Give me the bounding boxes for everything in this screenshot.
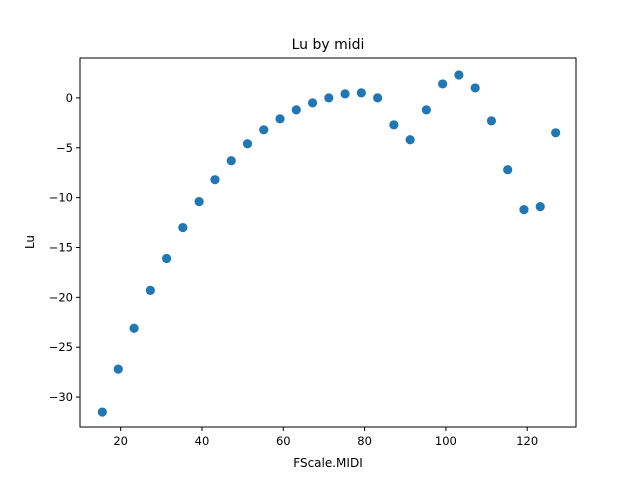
axes-frame [79,57,577,428]
data-point [340,89,350,99]
data-point [113,364,123,374]
data-point [210,175,220,185]
y-tick-label: 0 [66,91,73,105]
data-point [405,135,415,145]
data-point [291,105,301,115]
y-axis: −30 −25 −20 −15 −10 −5 0 [49,91,80,404]
data-point [259,125,269,135]
y-tick-label: −20 [49,290,73,304]
data-point [438,79,448,89]
y-tick-label: −30 [49,390,73,404]
data-point [226,156,236,166]
data-point [535,201,545,212]
y-tick-label: −10 [49,191,73,205]
y-tick-label: −15 [49,240,73,254]
data-point [129,323,139,333]
data-point [486,116,497,126]
x-axis: 20 40 60 80 100 120 [113,427,538,448]
data-point [307,98,318,108]
y-tick-label: −25 [49,340,73,354]
x-tick-label: 20 [113,434,128,448]
data-points [97,70,561,417]
data-point [519,204,529,215]
data-point [324,93,334,103]
data-point [470,83,480,93]
data-point [389,120,399,130]
data-point [194,197,204,207]
y-axis-label: Lu [23,235,37,249]
chart-title: Lu by midi [292,37,365,53]
data-point [454,70,464,80]
data-point [356,88,366,98]
data-point [503,165,513,175]
data-point [421,105,431,115]
data-point [178,222,188,233]
x-axis-label: FScale.MIDI [293,456,362,470]
data-point [161,253,172,264]
x-tick-label: 60 [276,434,291,448]
x-tick-label: 40 [195,434,210,448]
data-point [97,407,107,417]
data-point [551,128,561,138]
data-point [242,139,253,149]
y-tick-label: −5 [56,141,73,155]
data-point [275,114,285,124]
x-tick-label: 100 [435,434,457,448]
data-point [145,285,155,295]
data-point [373,93,383,103]
x-tick-label: 120 [516,434,538,448]
x-tick-label: 80 [357,434,372,448]
plot-area [79,57,577,428]
